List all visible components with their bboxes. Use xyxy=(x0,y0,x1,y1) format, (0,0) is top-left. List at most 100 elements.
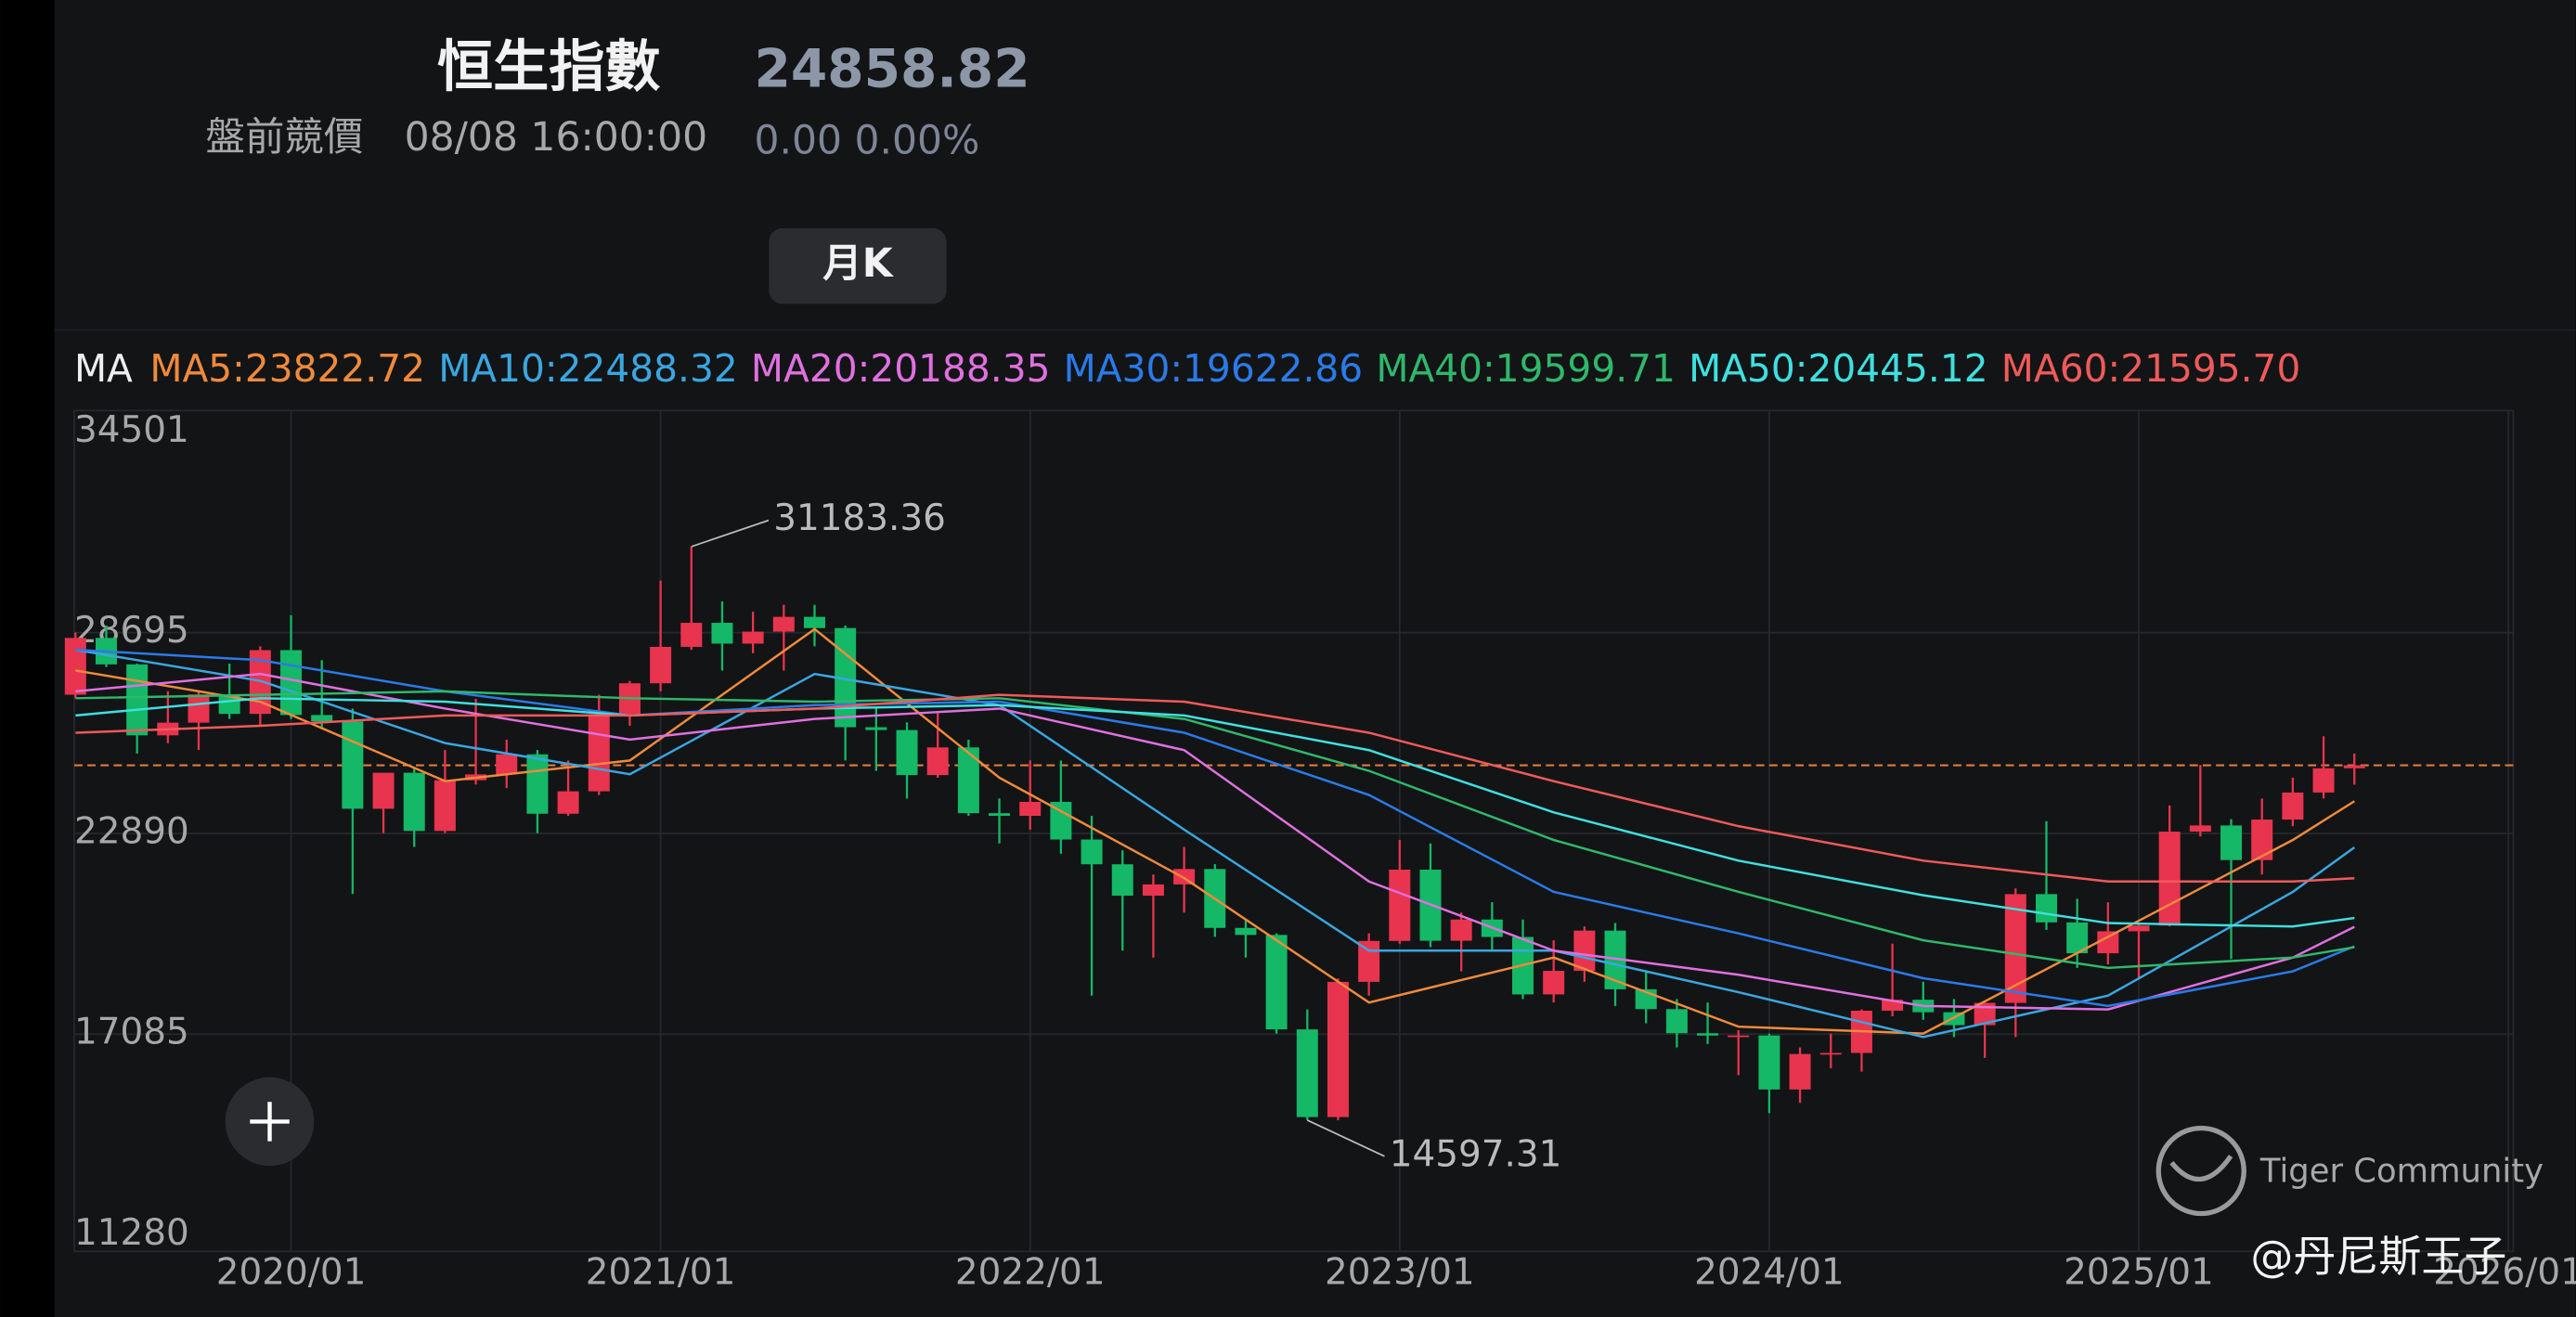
y-tick-label: 34501 xyxy=(74,409,189,451)
left-edge xyxy=(0,0,55,1317)
y-tick-label: 28695 xyxy=(74,610,189,652)
user-watermark: @丹尼斯王子 xyxy=(2250,1232,2506,1282)
candle-body xyxy=(1235,927,1257,936)
add-button[interactable] xyxy=(225,1077,315,1167)
ma-line xyxy=(75,672,2355,1011)
candle-body xyxy=(2251,820,2273,860)
candle-body xyxy=(2004,894,2026,1003)
candle-body xyxy=(1882,1000,1904,1011)
candle-body xyxy=(1697,1033,1719,1036)
candle-body xyxy=(1296,1029,1318,1117)
annotation-leader xyxy=(691,519,770,548)
index-title: 恒生指數 xyxy=(437,35,661,100)
annotation-label: 14597.31 xyxy=(1390,1133,1562,1175)
candle-body xyxy=(557,791,579,814)
candle-body xyxy=(742,631,764,644)
y-tick-label: 17085 xyxy=(74,1012,189,1053)
candle-body xyxy=(1819,1052,1842,1055)
candle-body xyxy=(957,747,979,814)
x-tick-label: 2020/01 xyxy=(216,1251,367,1293)
x-tick-label: 2023/01 xyxy=(1325,1251,1475,1293)
candle-body xyxy=(342,721,364,809)
candle-body xyxy=(2220,825,2243,860)
x-tick-label: 2026/01 xyxy=(2433,1251,2576,1293)
session-time: 08/08 16:00:00 xyxy=(405,115,708,161)
y-tick-label: 22890 xyxy=(74,810,189,852)
candle-body xyxy=(1327,981,1349,1117)
candle-body xyxy=(1665,1009,1688,1034)
session-label: 盤前競價 xyxy=(206,115,364,161)
candle-body xyxy=(2066,922,2089,954)
candle-body xyxy=(403,772,425,832)
candle-body xyxy=(1573,930,1596,972)
candle-body xyxy=(526,754,549,814)
period-button[interactable]: 月K xyxy=(769,227,947,304)
ma-line xyxy=(75,693,2355,884)
legend-entry: MA30:19622.86 xyxy=(1064,346,1364,391)
candle-body xyxy=(711,623,733,644)
candle-body xyxy=(126,664,149,736)
legend-entry: MA10:22488.32 xyxy=(438,346,738,391)
candle-body xyxy=(1081,839,1103,865)
candle-body xyxy=(280,650,303,716)
candle-body xyxy=(1389,869,1411,941)
x-tick-label: 2021/01 xyxy=(586,1251,736,1293)
candle-body xyxy=(2343,765,2365,768)
candle-body xyxy=(1728,1035,1750,1038)
candle-body xyxy=(188,694,210,723)
candle-body xyxy=(2158,832,2181,926)
candle-body xyxy=(1142,884,1164,897)
candle-body xyxy=(1604,930,1626,989)
candle-body xyxy=(372,772,395,809)
indicator-label: MA xyxy=(74,346,133,391)
brand-watermark: Tiger Community xyxy=(2259,1152,2544,1190)
candle-body xyxy=(989,813,1011,817)
candle-body xyxy=(2282,792,2304,820)
ma-line xyxy=(75,690,2355,970)
index-price: 24858.82 xyxy=(754,38,1029,99)
button-bg[interactable] xyxy=(769,227,947,304)
candle-body xyxy=(803,616,825,628)
candle-body xyxy=(1111,864,1133,897)
ma-line xyxy=(75,648,2356,1039)
plot-frame xyxy=(73,409,2515,1253)
candle-body xyxy=(1789,1053,1811,1090)
button-label[interactable]: 月K xyxy=(822,241,894,287)
legend-entry: MA60:21595.70 xyxy=(2001,346,2301,391)
candle-body xyxy=(588,714,610,792)
candle-body xyxy=(434,780,456,832)
ma-line xyxy=(75,697,2355,928)
candle-body xyxy=(2312,768,2335,793)
candle-body xyxy=(680,623,703,647)
brand-logo xyxy=(2155,1125,2246,1217)
ma-line xyxy=(75,627,2355,1035)
candle-body xyxy=(1265,935,1288,1030)
legend-entry: MA5:23822.72 xyxy=(149,346,425,391)
x-tick-label: 2025/01 xyxy=(2064,1251,2214,1293)
candle-body xyxy=(896,730,918,776)
candle-body xyxy=(650,646,672,684)
legend-entry: MA40:19599.71 xyxy=(1376,346,1676,391)
candle-body xyxy=(218,694,240,715)
candle-body xyxy=(496,754,518,775)
candle-body xyxy=(2035,894,2057,923)
candle-body xyxy=(1050,801,1072,840)
candle-body xyxy=(1974,1002,1996,1026)
candle-body xyxy=(2189,825,2211,833)
x-tick-label: 2022/01 xyxy=(955,1251,1106,1293)
candle-body xyxy=(2128,925,2150,932)
candle-body xyxy=(835,627,857,728)
candle-body xyxy=(772,616,795,632)
x-tick-label: 2024/01 xyxy=(1694,1251,1845,1293)
annotation-label: 31183.36 xyxy=(773,497,946,539)
annotation-leader xyxy=(1306,1119,1385,1157)
legend-entry: MA50:20445.12 xyxy=(1689,346,1988,391)
ma-line xyxy=(75,648,2355,1008)
candle-body xyxy=(926,747,949,776)
legend: MA5:23822.72 MA10:22488.32 MA20:20188.35 MA… xyxy=(149,346,2300,391)
candle-body xyxy=(1543,971,1565,995)
legend-entry: MA20:20188.35 xyxy=(751,346,1051,391)
